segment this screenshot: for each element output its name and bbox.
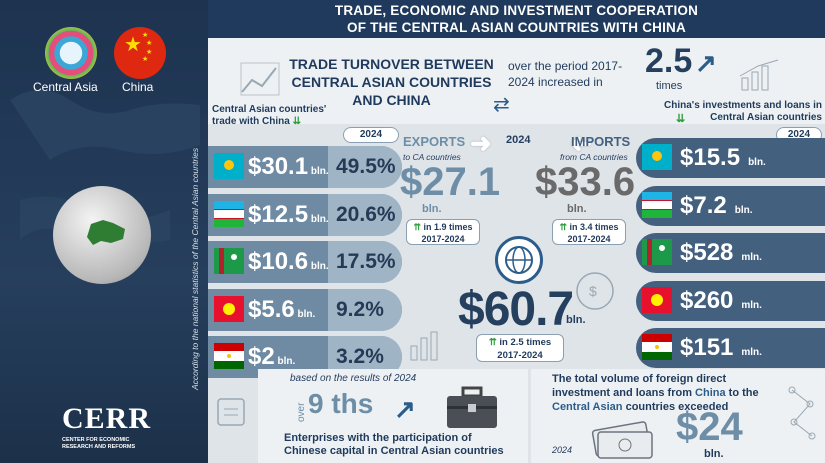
enterprises-desc: Enterprises with the participation of Chi… [284, 432, 504, 457]
turkmenistan-flag-icon [214, 248, 244, 274]
turnover-multiplier: 2.5 [645, 42, 693, 80]
imports-sub: from CA countries [560, 152, 628, 162]
chart-line-icon [240, 62, 280, 96]
trade-percent: 20.6% [336, 202, 396, 226]
exports-unit: bln. [422, 203, 442, 215]
invest-row: $260 mln. [636, 280, 825, 321]
trade-value: $5.6 bln. [248, 295, 316, 323]
uzbekistan-flag-icon [214, 200, 244, 227]
fdi-unit: bln. [704, 448, 724, 460]
network-icon [788, 386, 816, 440]
invest-value: $260 mln. [680, 286, 762, 314]
imports-title: IMPORTS [571, 134, 631, 149]
kazakhstan-flag-icon [214, 153, 244, 179]
trade-value: $10.6 bln. [248, 248, 329, 275]
trade-label: Central Asian countries' trade with China… [212, 104, 327, 127]
uzbekistan-flag-icon [642, 191, 672, 219]
imports-growth-badge: ⇈ in 3.4 times 2017-2024 [552, 219, 626, 245]
trade-percent: 3.2% [336, 345, 384, 368]
period-text: over the period 2017- 2024 increased in [508, 59, 623, 89]
top-strip [208, 38, 825, 124]
invest-row: $528 mln. [636, 233, 825, 273]
imports-value: $33.6 [535, 160, 636, 204]
cerr-logo: CERR [62, 402, 152, 435]
cash-icon [591, 421, 653, 459]
invest-value: $15.5 bln. [680, 144, 766, 171]
trade-share-bar [328, 193, 402, 236]
bar-chart-icon [410, 331, 438, 361]
exports-growth-badge: ⇈ in 1.9 times 2017-2024 [406, 219, 480, 245]
center-total: $60.7 [458, 283, 574, 336]
enterprises-count: 9 ths [308, 388, 374, 419]
enterprises-based: based on the results of 2024 [290, 373, 417, 384]
china-flag-icon: ★ ★ ★ ★ ★ [114, 27, 166, 79]
left-panel: Central Asia ★ ★ ★ ★ ★ China According t… [0, 0, 208, 463]
trade-percent: 49.5% [336, 155, 396, 178]
invest-value: $7.2 bln. [680, 191, 753, 219]
trade-year-badge: 2024 [343, 127, 399, 143]
cerr-logo-subtitle: CENTER FOR ECONOMIC RESEARCH AND REFORMS [62, 437, 136, 450]
fdi-text: The total volume of foreign direct inves… [552, 373, 759, 413]
invest-row: $7.2 bln. [636, 185, 825, 226]
exports-arrow-icon: ➜ [470, 128, 492, 158]
china-label: China [122, 80, 154, 94]
fdi-value: $24 [676, 405, 743, 449]
central-asia-emblem-icon [45, 27, 97, 79]
center-year: 2024 [506, 134, 531, 146]
turnover-title: TRADE TURNOVER BETWEEN CENTRAL ASIAN COUN… [289, 56, 494, 108]
turnover-multiplier-unit: times [656, 80, 683, 92]
trade-row: $5.6 bln. 9.2% [208, 288, 402, 331]
growth-arrow-icon: ↗ [695, 48, 717, 78]
trade-share-bar [328, 288, 402, 331]
globe-icon [53, 186, 151, 284]
trade-row: $12.5 bln. 20.6% [208, 193, 402, 236]
central-asia-label: Central Asia [33, 80, 98, 94]
kyrgyzstan-flag-icon [642, 286, 672, 314]
money-exchange-icon: $ [576, 272, 614, 310]
kazakhstan-flag-icon [642, 144, 672, 171]
trade-row: $10.6 bln. 17.5% [208, 241, 402, 283]
kyrgyzstan-flag-icon [214, 295, 244, 322]
enterprises-arrow-icon: ↗ [394, 394, 416, 424]
bar-growth-icon [739, 59, 779, 91]
briefcase-icon [447, 386, 497, 428]
center-unit: bln. [566, 314, 586, 326]
tajikistan-flag-icon [642, 334, 672, 361]
page-title: TRADE, ECONOMIC AND INVESTMENT COOPERATI… [208, 0, 825, 38]
turkmenistan-flag-icon [642, 239, 672, 266]
svg-text:$: $ [589, 283, 597, 299]
fdi-panel [531, 369, 825, 463]
fdi-year: 2024 [552, 445, 573, 455]
trade-value: $2 bln. [248, 343, 296, 370]
trade-value: $30.1 bln. [248, 153, 329, 180]
invest-row: $151 mln. [636, 328, 825, 368]
enterprises-over: over [296, 402, 307, 422]
source-note: According to the national statistics of … [190, 147, 200, 390]
invest-value: $528 mln. [680, 239, 762, 266]
exports-value: $27.1 [400, 160, 501, 204]
invest-arrow-icon: ⇊ [676, 113, 686, 125]
invest-row: $15.5 bln. [636, 138, 825, 178]
document-icon [217, 398, 245, 426]
invest-label: China's investments and loans in Central … [664, 100, 822, 123]
trade-row: $30.1 bln. 49.5% [208, 146, 402, 188]
exchange-arrows-icon: ⇄ [493, 94, 510, 116]
exports-sub: to CA countries [403, 152, 461, 162]
trade-value: $12.5 bln. [248, 200, 329, 228]
tajikistan-flag-icon [214, 343, 244, 369]
trade-percent: 9.2% [336, 297, 384, 321]
invest-value: $151 mln. [680, 334, 762, 361]
trade-share-bar [328, 146, 402, 188]
trade-percent: 17.5% [336, 250, 396, 273]
imports-unit: bln. [567, 203, 587, 215]
trade-share-bar [328, 241, 402, 283]
center-growth-badge: ⇈ in 2.5 times 2017-2024 [476, 334, 564, 362]
globe-network-icon [495, 236, 543, 284]
exports-title: EXPORTS [403, 134, 466, 149]
